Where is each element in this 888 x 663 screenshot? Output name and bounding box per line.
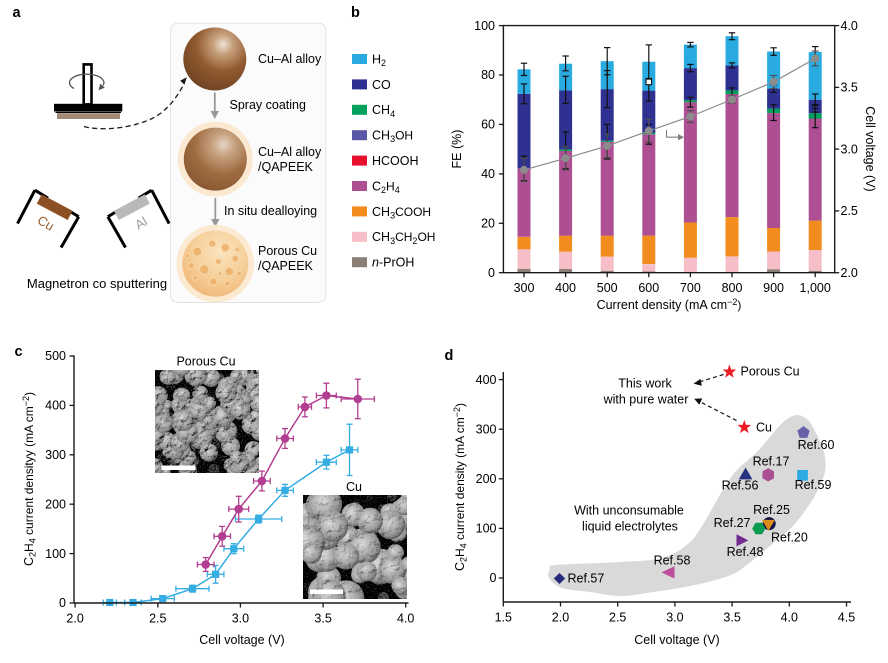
svg-text:4.0: 4.0 bbox=[397, 612, 414, 626]
svg-text:300: 300 bbox=[476, 422, 497, 436]
svg-text:1.5: 1.5 bbox=[495, 611, 512, 625]
svg-text:400: 400 bbox=[555, 281, 576, 295]
svg-text:/QAPEEK: /QAPEEK bbox=[258, 160, 314, 174]
svg-text:3.0: 3.0 bbox=[232, 612, 249, 626]
svg-text:With unconsumable: With unconsumable bbox=[574, 504, 684, 518]
svg-text:liquid electrolytes: liquid electrolytes bbox=[582, 520, 678, 534]
svg-text:Ref.56: Ref.56 bbox=[722, 479, 759, 493]
svg-text:Ref.25: Ref.25 bbox=[753, 503, 790, 517]
svg-text:400: 400 bbox=[476, 373, 497, 387]
svg-text:CH3CH2OH: CH3CH2OH bbox=[372, 230, 435, 246]
svg-text:Magnetron co sputtering: Magnetron co sputtering bbox=[27, 276, 167, 291]
svg-text:2.0: 2.0 bbox=[841, 266, 858, 280]
svg-text:Ref.57: Ref.57 bbox=[568, 572, 605, 586]
svg-text:2.5: 2.5 bbox=[609, 611, 626, 625]
svg-text:20: 20 bbox=[481, 217, 495, 231]
svg-text:3.0: 3.0 bbox=[841, 142, 858, 156]
svg-text:Ref.58: Ref.58 bbox=[654, 554, 691, 568]
svg-text:0: 0 bbox=[488, 266, 495, 280]
svg-text:CH4: CH4 bbox=[372, 103, 395, 119]
svg-text:4.0: 4.0 bbox=[841, 19, 858, 33]
svg-text:C2H4 current density (mA cm−2): C2H4 current density (mA cm−2) bbox=[452, 403, 469, 571]
svg-text:Cu: Cu bbox=[346, 480, 362, 494]
svg-text:300: 300 bbox=[45, 448, 66, 462]
svg-text:100: 100 bbox=[476, 522, 497, 536]
svg-text:n-PrOH: n-PrOH bbox=[372, 256, 414, 270]
svg-text:1,000: 1,000 bbox=[800, 281, 831, 295]
svg-text:400: 400 bbox=[45, 399, 66, 413]
svg-text:C2H4 current densityy (mA cm−2: C2H4 current densityy (mA cm−2) bbox=[21, 392, 38, 566]
svg-text:600: 600 bbox=[638, 281, 659, 295]
svg-text:3.5: 3.5 bbox=[841, 81, 858, 95]
svg-text:4.5: 4.5 bbox=[838, 611, 855, 625]
svg-text:Porous Cu: Porous Cu bbox=[176, 355, 235, 369]
svg-text:700: 700 bbox=[680, 281, 701, 295]
svg-text:CH3OH: CH3OH bbox=[372, 129, 413, 145]
svg-text:300: 300 bbox=[514, 281, 535, 295]
svg-text:60: 60 bbox=[481, 118, 495, 132]
svg-text:with pure water: with pure water bbox=[603, 393, 689, 407]
svg-text:100: 100 bbox=[474, 19, 495, 33]
svg-text:80: 80 bbox=[481, 68, 495, 82]
svg-text:500: 500 bbox=[597, 281, 618, 295]
svg-text:0: 0 bbox=[59, 596, 66, 610]
svg-text:500: 500 bbox=[45, 349, 66, 363]
svg-text:3.0: 3.0 bbox=[666, 611, 683, 625]
svg-text:Cu–Al alloy: Cu–Al alloy bbox=[258, 52, 322, 66]
svg-text:c: c bbox=[15, 344, 23, 360]
svg-text:100: 100 bbox=[45, 547, 66, 561]
svg-text:This work: This work bbox=[618, 377, 672, 391]
svg-text:Cu: Cu bbox=[35, 212, 57, 233]
svg-text:Ref.17: Ref.17 bbox=[753, 455, 790, 469]
svg-text:In situ dealloying: In situ dealloying bbox=[224, 204, 317, 218]
svg-text:2.5: 2.5 bbox=[149, 612, 166, 626]
svg-text:Ref.59: Ref.59 bbox=[795, 478, 832, 492]
svg-text:b: b bbox=[351, 5, 360, 21]
svg-text:200: 200 bbox=[476, 472, 497, 486]
svg-text:Cell voltage (V): Cell voltage (V) bbox=[634, 633, 719, 647]
svg-text:800: 800 bbox=[722, 281, 743, 295]
svg-text:C2H4: C2H4 bbox=[372, 179, 400, 195]
svg-text:Ref.20: Ref.20 bbox=[771, 531, 808, 545]
svg-text:Spray coating: Spray coating bbox=[230, 98, 306, 112]
svg-text:Porous Cu: Porous Cu bbox=[258, 244, 317, 258]
svg-text:2.0: 2.0 bbox=[66, 612, 83, 626]
svg-text:FE (%): FE (%) bbox=[450, 130, 464, 169]
svg-text:900: 900 bbox=[763, 281, 784, 295]
svg-text:3.5: 3.5 bbox=[723, 611, 740, 625]
svg-text:Current density (mA cm−2): Current density (mA cm−2) bbox=[597, 297, 742, 312]
svg-text:200: 200 bbox=[45, 497, 66, 511]
svg-text:Porous Cu: Porous Cu bbox=[741, 365, 800, 379]
svg-text:4.0: 4.0 bbox=[781, 611, 798, 625]
svg-text:d: d bbox=[445, 348, 454, 364]
svg-text:Cu: Cu bbox=[756, 420, 772, 434]
svg-text:2.5: 2.5 bbox=[841, 204, 858, 218]
svg-text:Cell voltage (V): Cell voltage (V) bbox=[199, 633, 284, 647]
svg-text:40: 40 bbox=[481, 167, 495, 181]
svg-text:CH3COOH: CH3COOH bbox=[372, 205, 431, 221]
svg-text:2.0: 2.0 bbox=[552, 611, 569, 625]
svg-text:a: a bbox=[13, 5, 22, 21]
svg-text:Cell voltage (V): Cell voltage (V) bbox=[863, 106, 877, 191]
svg-text:3.5: 3.5 bbox=[314, 612, 331, 626]
svg-text:Ref.60: Ref.60 bbox=[798, 438, 835, 452]
svg-text:HCOOH: HCOOH bbox=[372, 154, 419, 168]
svg-text:Ref.27: Ref.27 bbox=[714, 516, 751, 530]
svg-text:/QAPEEK: /QAPEEK bbox=[258, 259, 314, 273]
svg-text:CO: CO bbox=[372, 78, 391, 92]
svg-text:Cu–Al alloy: Cu–Al alloy bbox=[258, 145, 322, 159]
svg-text:0: 0 bbox=[490, 571, 497, 585]
svg-text:Ref.48: Ref.48 bbox=[727, 545, 764, 559]
